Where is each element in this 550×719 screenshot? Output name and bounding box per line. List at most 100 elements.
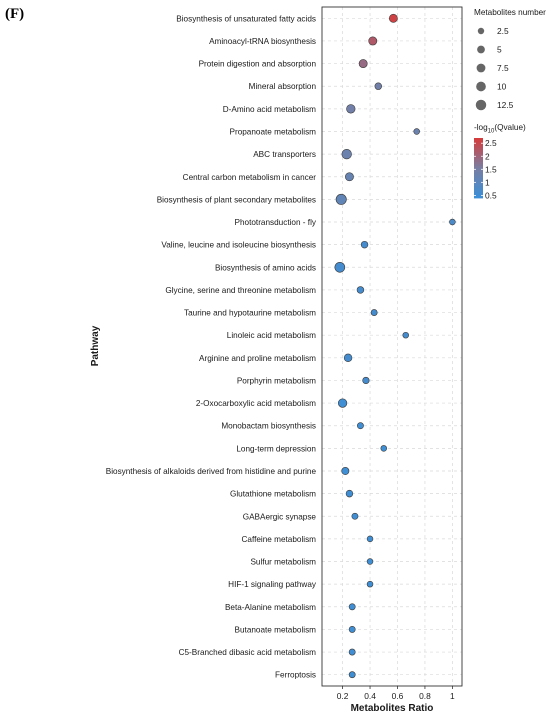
category-label: Mineral absorption (249, 82, 317, 91)
category-labels: Biosynthesis of unsaturated fatty acids A… (106, 14, 317, 679)
category-label: Valine, leucine and isoleucine biosynthe… (161, 241, 316, 250)
x-tick-label: 0.2 (337, 691, 349, 701)
size-legend-swatch (477, 27, 485, 35)
data-point (449, 218, 456, 226)
data-point (345, 489, 354, 498)
data-point (380, 445, 388, 452)
data-point (343, 353, 353, 363)
data-point (345, 172, 354, 182)
size-legend-swatch (476, 81, 486, 92)
color-legend-title-suffix: (Qvalue) (494, 123, 526, 132)
grid-layer (322, 7, 462, 686)
x-tick-label: 0.8 (419, 691, 431, 701)
category-label: Biosynthesis of amino acids (215, 263, 316, 272)
size-legend-label: 2.5 (497, 26, 509, 36)
category-label: Long-term depression (236, 444, 316, 453)
color-bar-segment (474, 146, 483, 149)
data-point (402, 331, 409, 339)
color-bar-segment (474, 168, 483, 171)
category-label: Porphyrin metabolism (237, 376, 316, 385)
color-legend-label: 2 (485, 151, 490, 161)
size-legend-label: 7.5 (497, 63, 509, 73)
data-point (348, 626, 356, 633)
data-point (366, 580, 374, 588)
color-bar-segment (474, 180, 483, 183)
color-bar-segment (474, 142, 483, 145)
data-point (366, 558, 374, 565)
panel-label: (F) (5, 6, 24, 22)
size-legend-label: 5 (497, 45, 502, 55)
color-bar-segment (474, 196, 483, 199)
color-bar-segment (474, 186, 483, 189)
data-point (348, 603, 356, 611)
color-bar-segment (474, 194, 483, 197)
data-point (358, 59, 368, 68)
points-layer (334, 13, 456, 679)
category-label: HIF-1 signaling pathway (228, 580, 317, 589)
category-label: Aminoacyl-tRNA biosynthesis (209, 37, 316, 46)
color-bar-segment (474, 150, 483, 153)
category-label: Sulfur metabolism (250, 558, 316, 567)
data-point (348, 671, 356, 679)
data-point (341, 467, 350, 475)
color-legend-label: 2.5 (485, 138, 497, 148)
plot-frame (321, 6, 463, 687)
data-point (413, 128, 420, 135)
category-label: ABC transporters (253, 150, 316, 159)
category-label: Linoleic acid metabolism (227, 331, 316, 340)
color-bar-segment (474, 188, 483, 191)
color-bar-segment (474, 156, 483, 159)
category-label: Arginine and proline metabolism (199, 354, 316, 363)
size-legend-swatch (477, 45, 485, 54)
color-bar-segment (474, 144, 483, 147)
category-label: Butanoate metabolism (235, 625, 317, 634)
color-bar-segment (474, 170, 483, 173)
category-label: Glycine, serine and threonine metabolism (165, 286, 316, 295)
data-point (370, 309, 378, 316)
color-bar-segment (474, 152, 483, 155)
x-axis-ticks: 0.2 0.4 0.6 0.8 1 (337, 686, 455, 701)
data-point (357, 422, 364, 430)
data-point (341, 148, 352, 160)
color-bar-segment (474, 160, 483, 163)
category-label: C5-Branched dibasic acid metabolism (179, 648, 317, 657)
category-label: Protein digestion and absorption (199, 60, 317, 69)
size-legend: Metabolites number 2.5 5 7.5 10 12.5 (474, 8, 546, 111)
data-point (388, 13, 398, 23)
color-bar-segment (474, 192, 483, 195)
category-label: Biosynthesis of alkaloids derived from h… (106, 467, 317, 476)
color-bar-segment (474, 162, 483, 165)
y-axis-title: Pathway (90, 325, 101, 366)
data-point (374, 82, 382, 90)
color-bar-segment (474, 176, 483, 179)
color-bar-segment (474, 166, 483, 169)
size-legend-swatch (475, 99, 487, 111)
color-bar-segment (474, 138, 483, 141)
category-label: Biosynthesis of plant secondary metaboli… (157, 195, 316, 204)
category-label: Ferroptosis (275, 671, 316, 680)
data-point (346, 104, 356, 114)
category-label: Central carbon metabolism in cancer (183, 173, 317, 182)
color-legend-title-subscript: 10 (488, 129, 495, 135)
category-label: 2-Oxocarboxylic acid metabolism (196, 399, 316, 408)
x-tick-label: 0.4 (364, 691, 376, 701)
category-label: Monobactam biosynthesis (221, 422, 316, 431)
category-label: D-Amino acid metabolism (223, 105, 316, 114)
category-label: Beta-Alanine metabolism (225, 603, 316, 612)
category-label: Biosynthesis of unsaturated fatty acids (176, 14, 316, 23)
x-tick-label: 1 (450, 691, 455, 701)
color-bar-segment (474, 164, 483, 167)
size-legend-label: 12.5 (497, 100, 514, 110)
data-point (362, 376, 370, 385)
color-bar-segment (474, 174, 483, 177)
x-tick-label: 0.6 (392, 691, 404, 701)
color-legend-label: 1.5 (485, 164, 497, 174)
data-point (337, 398, 348, 408)
size-legend-label: 10 (497, 82, 507, 92)
color-bar-segment (474, 178, 483, 181)
data-point (366, 535, 374, 543)
category-label: Caffeine metabolism (242, 535, 317, 544)
data-point (360, 240, 369, 249)
category-label: Glutathione metabolism (230, 490, 316, 499)
color-bar-segment (474, 190, 483, 193)
